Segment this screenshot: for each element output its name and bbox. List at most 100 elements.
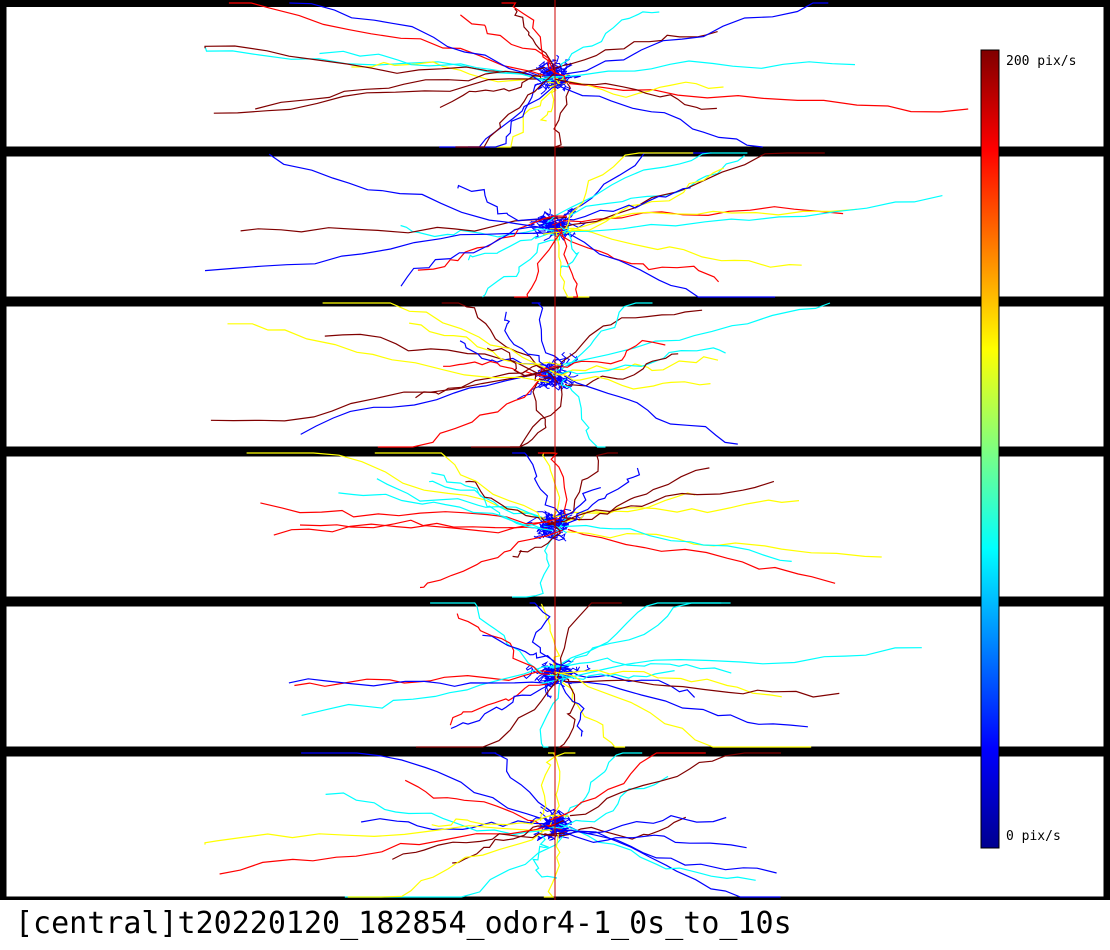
track [550,668,696,698]
track [568,155,745,218]
track [550,351,568,369]
track [563,195,943,233]
track [246,452,546,519]
track [255,66,546,110]
track [562,467,641,531]
track [556,309,703,371]
track [338,492,553,532]
track [566,531,882,558]
track [456,613,550,676]
track [457,184,548,223]
track [429,480,542,529]
track [565,452,618,525]
track [543,152,748,227]
track [542,2,829,77]
track [486,347,552,382]
track [561,492,696,524]
lane-4-tracks [246,452,882,598]
lane-6-tracks [204,752,781,898]
track [324,333,546,378]
track [289,2,542,83]
track [549,752,706,821]
track [560,152,712,220]
colorbar-min-label: 0 pix/s [1006,829,1061,844]
lane-3-tracks [210,302,831,448]
speed-colorbar: 200 pix/s 0 pix/s [980,49,1076,849]
track [550,80,561,85]
track [564,353,679,387]
track [299,519,547,530]
track [512,452,563,528]
track [569,826,781,898]
track [481,752,565,827]
track [541,822,777,874]
track [539,77,562,122]
track [213,76,565,114]
track [562,356,719,376]
track [430,602,543,674]
track [564,752,643,819]
track [553,63,573,74]
track [552,79,763,148]
track [569,752,781,817]
track [560,378,606,448]
lane-1-tracks [204,2,969,148]
track [537,452,569,521]
track [482,231,563,298]
track [541,775,669,829]
track [555,227,579,298]
track [288,678,547,687]
track [539,752,576,822]
track [550,302,831,369]
track [460,14,567,84]
track [439,80,568,148]
track [560,11,660,67]
track [546,678,554,697]
track [512,519,561,558]
track [560,207,577,224]
track [351,61,558,83]
track [563,375,738,445]
track [528,68,546,76]
track [555,232,590,298]
track [551,347,726,377]
track [301,752,542,820]
track [273,517,562,536]
track [204,45,541,78]
track [557,223,776,298]
figure-caption: [central]t20220120_182854_odor4-1_0s_to_… [15,906,792,941]
track [541,487,601,534]
track [510,377,547,448]
track [227,323,550,383]
track [565,152,694,229]
track [204,232,557,272]
track [563,679,840,698]
track [549,657,732,674]
track [551,206,844,226]
track [204,825,558,845]
track [549,602,722,669]
track [228,2,552,78]
lane-2-tracks [204,152,943,298]
track [541,647,922,685]
track [465,480,561,528]
track [459,340,563,379]
track [539,675,550,685]
track [547,662,555,671]
track [550,529,559,540]
track [567,681,808,728]
track [347,827,557,898]
track [568,82,969,113]
track [553,499,800,518]
track [439,74,542,109]
track [501,2,559,76]
track [260,502,551,525]
track [557,670,585,737]
track [555,670,626,748]
track [409,322,565,366]
track [392,832,566,860]
track [550,378,562,391]
track [556,602,622,679]
track [561,467,710,521]
